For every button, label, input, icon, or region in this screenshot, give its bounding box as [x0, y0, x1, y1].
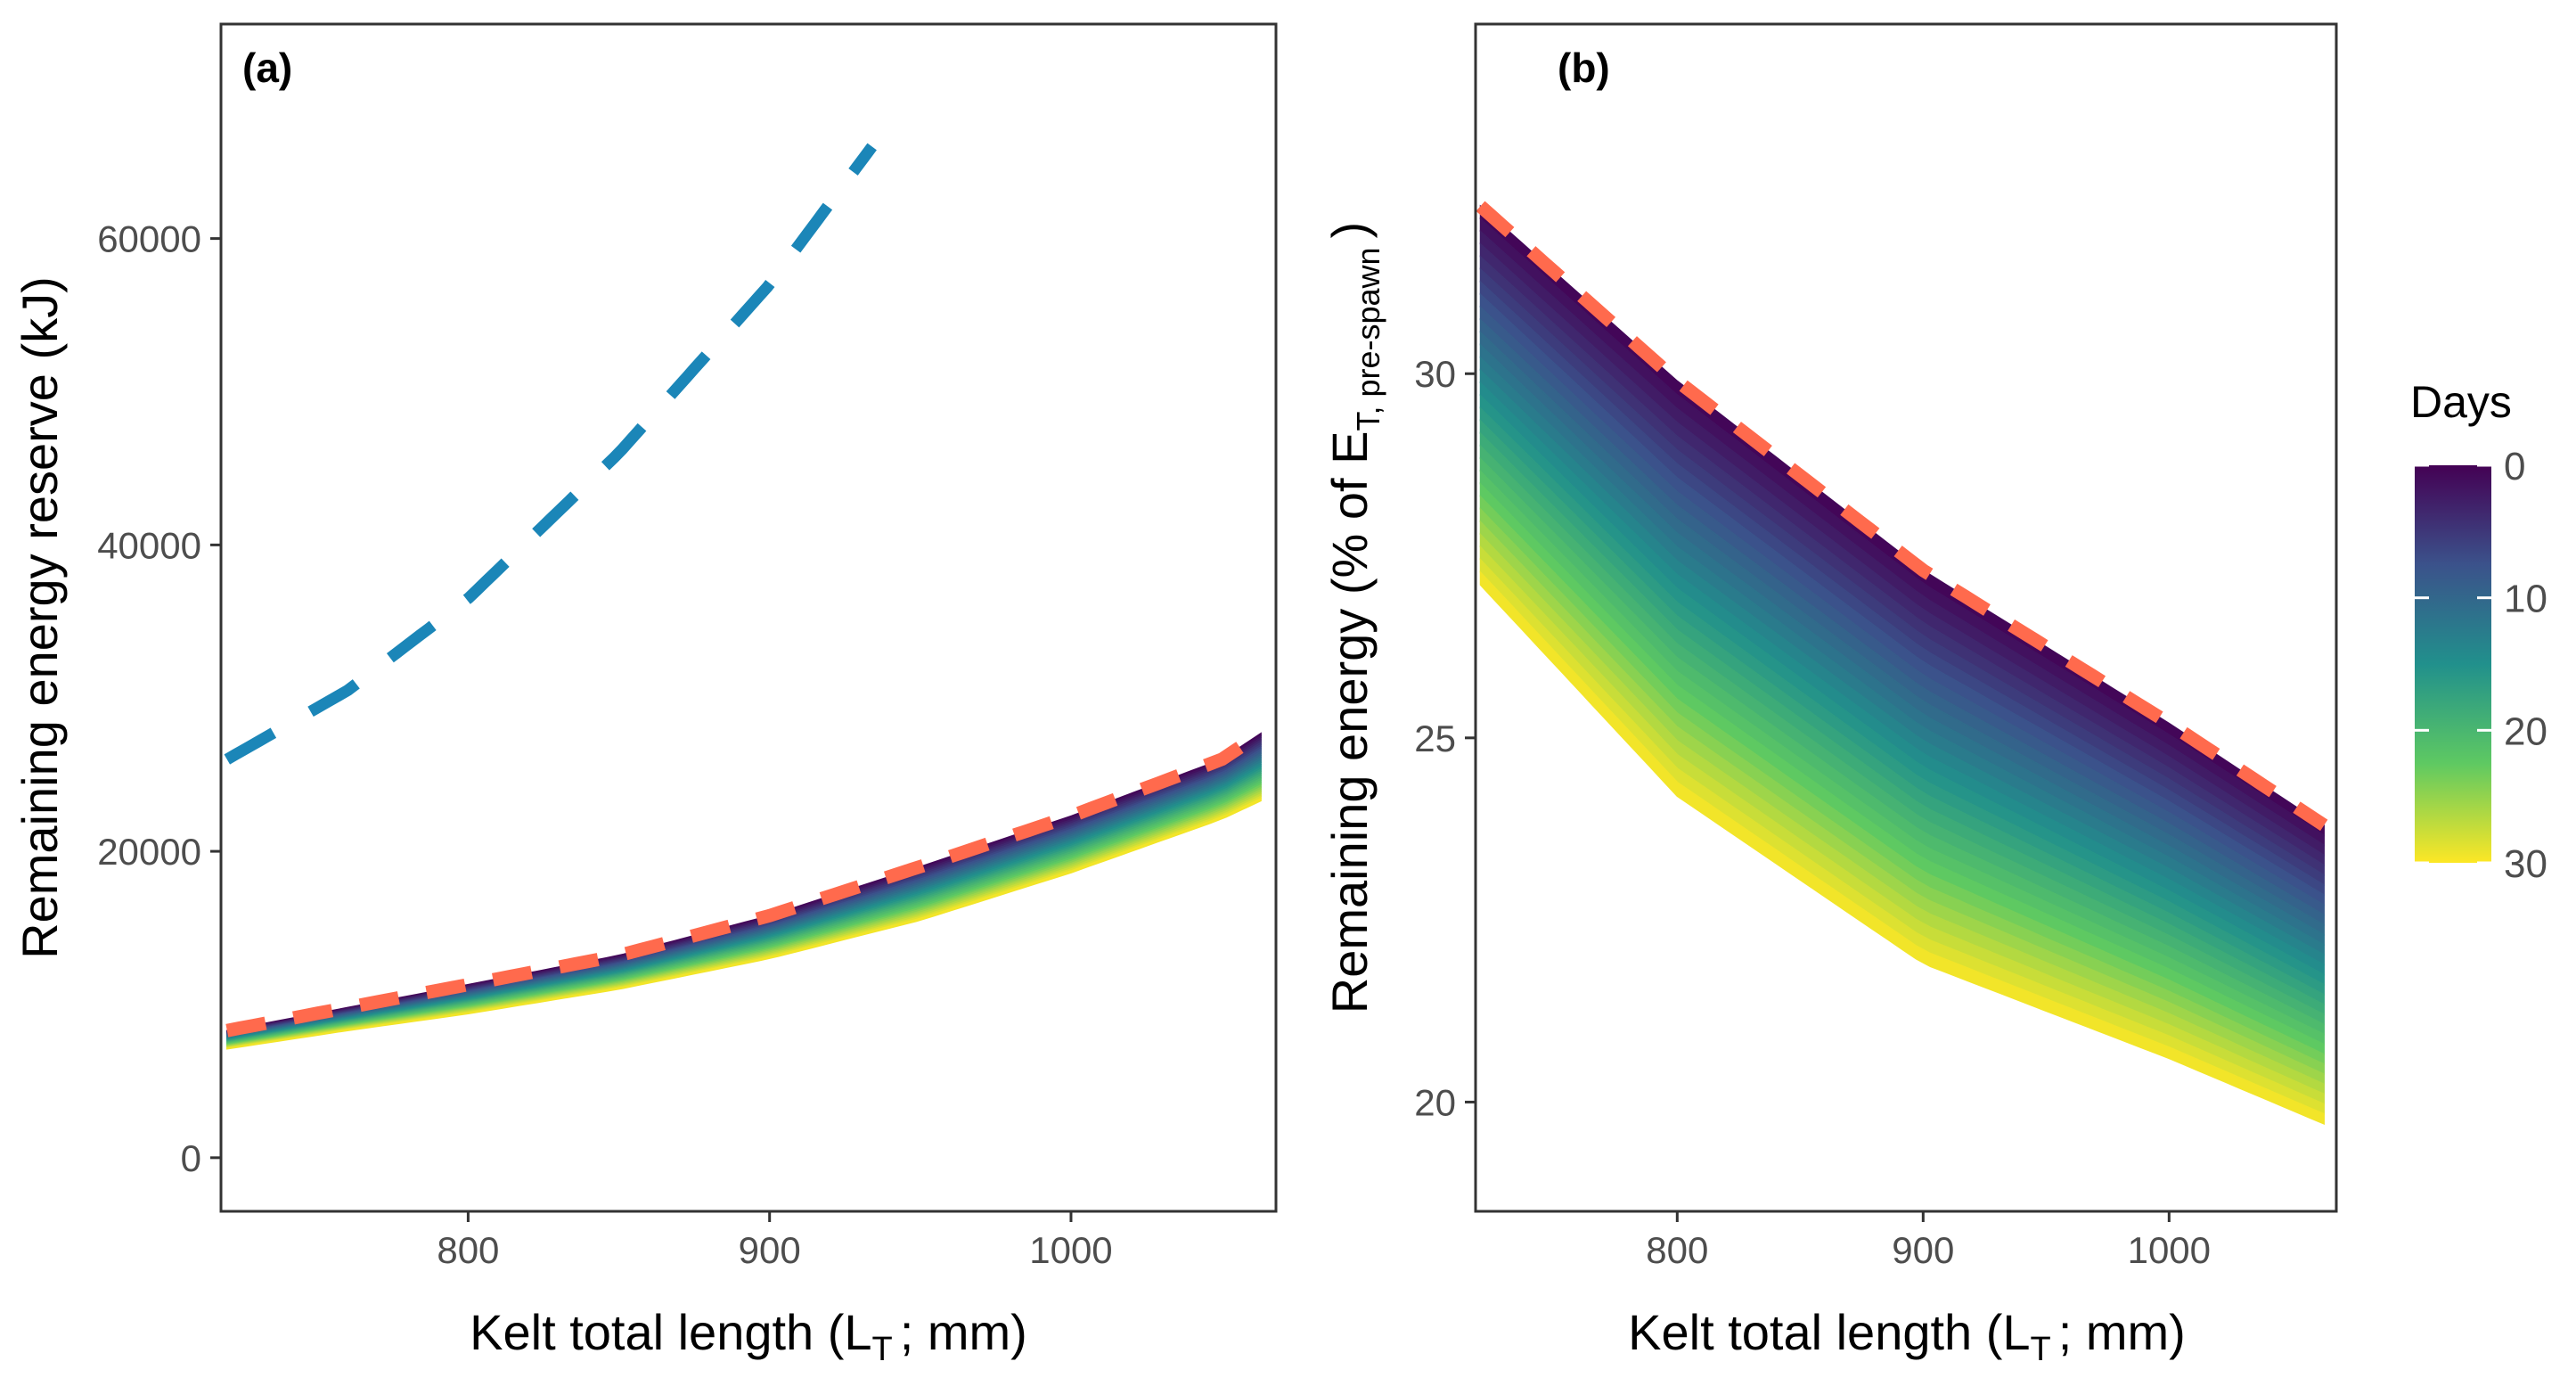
b-band-day-29 — [1479, 570, 2325, 1126]
panel-b-x-axis-title: Kelt total length (LT; mm) — [1628, 1304, 2186, 1368]
panel-a-y-axis-title: Remaining energy reserve (kJ) — [12, 276, 68, 959]
panel-a-x-axis-title: Kelt total length (LT; mm) — [470, 1304, 1027, 1368]
b-red-dashed-line — [1476, 201, 2328, 832]
panel-a-y-axis: 0 20000 40000 60000 — [97, 218, 221, 1179]
b-y-tick-label: 30 — [1414, 353, 1456, 395]
panel-a-label: (a) — [242, 45, 292, 91]
a-band-day-8 — [226, 750, 1262, 1038]
a-x-tick-label: 1000 — [1029, 1229, 1112, 1271]
legend-title: Days — [2410, 377, 2512, 427]
a-band-day-29 — [226, 797, 1262, 1050]
legend-tick-label: 30 — [2504, 842, 2547, 886]
a-y-tick-label: 0 — [181, 1137, 201, 1179]
a-x-tick-label: 900 — [739, 1229, 801, 1271]
panel-b-x-axis: 800 900 1000 — [1646, 1211, 2211, 1271]
a-band-day-6 — [226, 745, 1262, 1036]
panel-b-y-axis: 20 25 30 — [1414, 353, 1476, 1123]
a-band-day-1 — [226, 734, 1262, 1033]
a-y-tick-label: 60000 — [97, 218, 201, 260]
legend-tick-label: 10 — [2504, 578, 2547, 621]
panel-b-border — [1474, 22, 2338, 1213]
panel-b-label: (b) — [1558, 45, 1610, 91]
a-band-day-4 — [226, 741, 1262, 1035]
legend-ticks: 0 10 20 30 — [2415, 445, 2547, 886]
legend-colorbar — [2415, 465, 2491, 863]
a-blue-dashed-line — [224, 143, 877, 765]
legend-tick-label: 20 — [2504, 710, 2547, 753]
legend-tick-label: 0 — [2504, 445, 2525, 488]
panel-a-x-axis: 800 900 1000 — [437, 1211, 1113, 1271]
a-band-day-2 — [226, 736, 1262, 1034]
a-y-tick-label: 20000 — [97, 831, 201, 873]
b-y-tick-label: 25 — [1414, 718, 1456, 759]
a-y-tick-label: 40000 — [97, 524, 201, 566]
panel-b-plot-area — [1476, 201, 2328, 1126]
a-band-day-7 — [226, 748, 1262, 1037]
b-x-tick-label: 900 — [1892, 1229, 1954, 1271]
panel-a: (a) 0 20000 40000 60000 800 900 1000 Kelt tot… — [12, 22, 1278, 1368]
a-band-day-5 — [226, 743, 1262, 1036]
panel-b: (b) 20 25 30 800 900 1000 Kelt total length … — [1321, 22, 2338, 1368]
panel-a-border — [219, 22, 1278, 1213]
legend: Days 0 10 20 30 — [2410, 377, 2547, 886]
panel-b-y-axis-title: Remaining energy (% of ET, pre-spawn) — [1321, 222, 1386, 1013]
a-red-dashed-line — [225, 727, 1265, 1038]
b-x-tick-label: 800 — [1646, 1229, 1708, 1271]
b-y-tick-label: 20 — [1414, 1081, 1456, 1123]
a-x-tick-label: 800 — [437, 1229, 499, 1271]
a-band-day-3 — [226, 738, 1262, 1034]
b-x-tick-label: 1000 — [2128, 1229, 2211, 1271]
panel-a-plot-area — [224, 143, 1265, 1050]
a-band-day-0 — [226, 732, 1262, 1032]
